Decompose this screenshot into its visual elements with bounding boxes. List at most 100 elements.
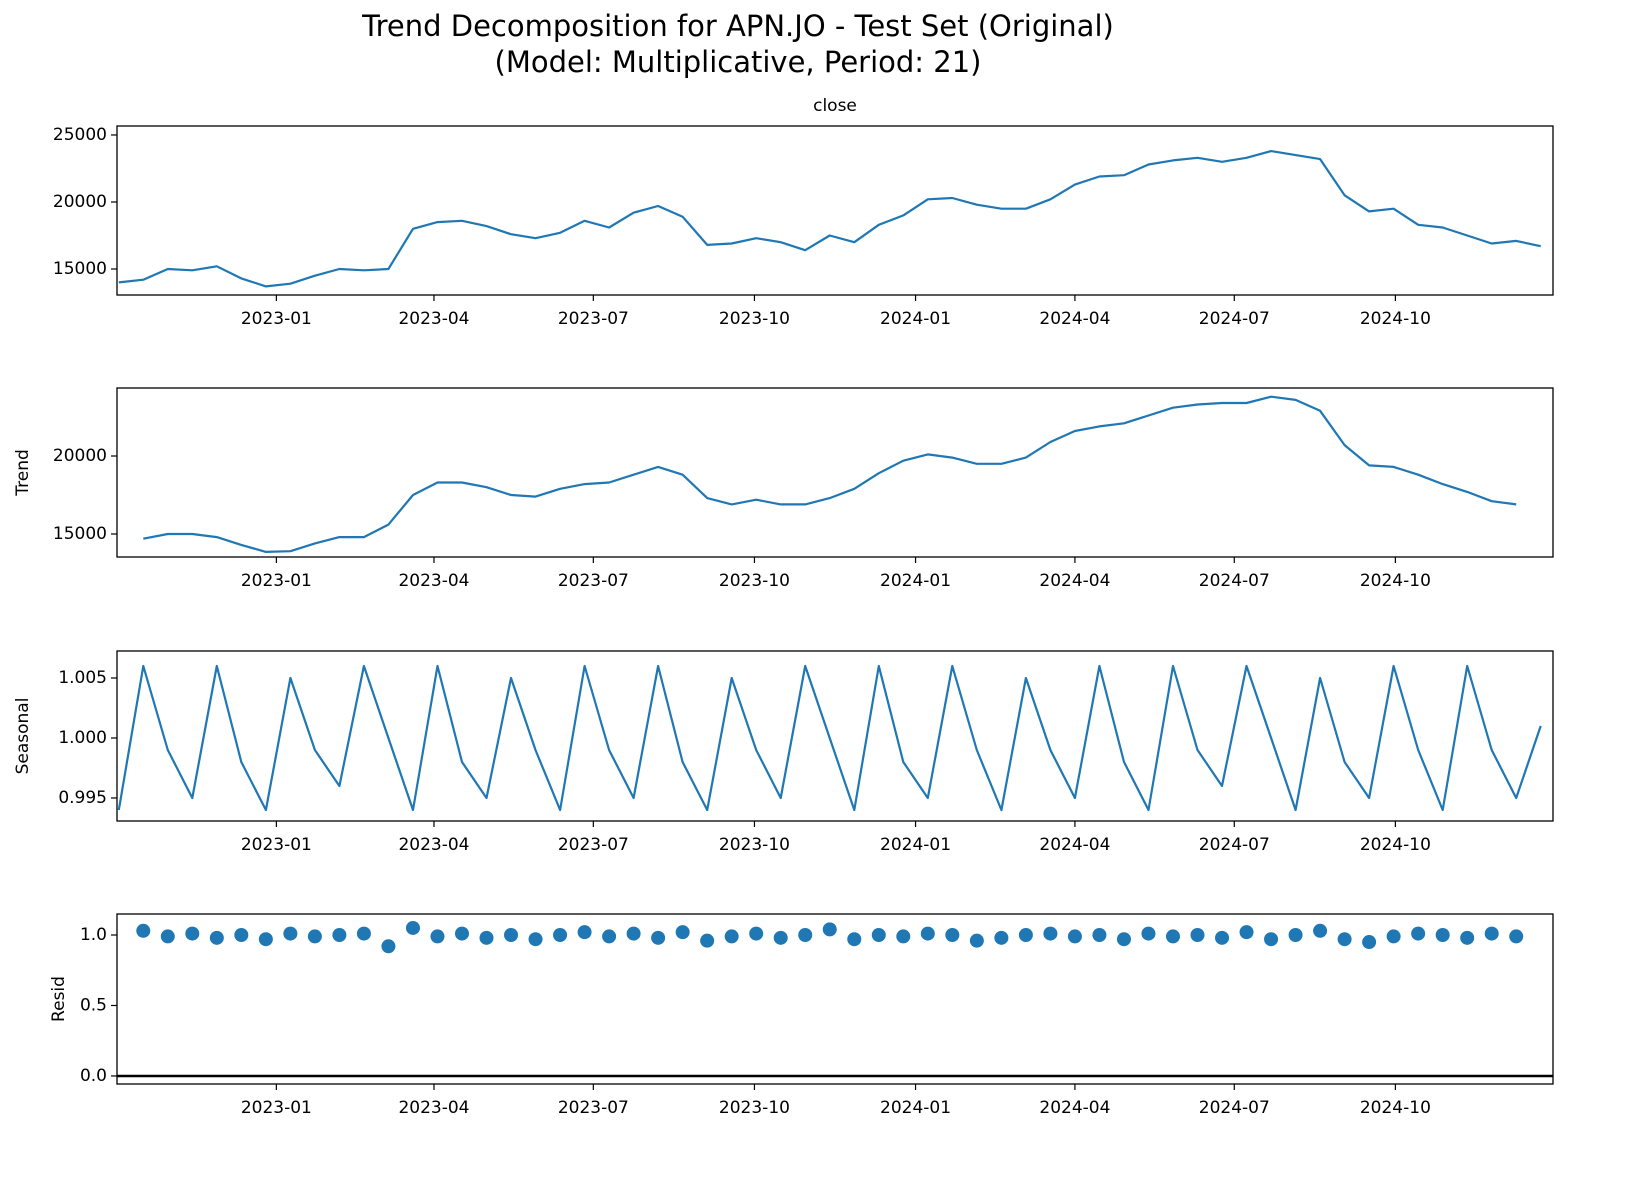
series-line <box>118 150 1541 288</box>
x-tick-label: 2024-01 <box>880 571 951 591</box>
resid-point <box>1018 928 1033 943</box>
resid-point <box>528 932 543 947</box>
y-tick-label: 0.995 <box>58 788 107 808</box>
x-tick-label: 2024-07 <box>1199 309 1270 329</box>
resid-point <box>1362 935 1377 950</box>
y-tick-label: 20000 <box>53 446 107 466</box>
resid-point <box>1239 925 1254 940</box>
x-tick-label: 2024-04 <box>1039 835 1110 855</box>
x-tick-label: 2023-10 <box>719 309 790 329</box>
resid-point <box>1288 928 1303 943</box>
x-tick-label: 2024-07 <box>1199 835 1270 855</box>
resid-point <box>1313 923 1328 938</box>
resid-point <box>504 928 519 943</box>
resid-point <box>1435 928 1450 943</box>
resid-point <box>258 932 273 947</box>
resid-point <box>454 926 469 941</box>
resid-point <box>283 926 298 941</box>
resid-point <box>969 933 984 948</box>
x-tick-label: 2023-07 <box>558 571 629 591</box>
series-line <box>143 395 1517 553</box>
resid-point <box>1460 930 1475 945</box>
x-tick-label: 2023-01 <box>241 1098 312 1118</box>
resid-point <box>675 925 690 940</box>
x-tick-label: 2024-07 <box>1199 1098 1270 1118</box>
x-tick-label: 2023-04 <box>398 835 469 855</box>
resid-point <box>945 928 960 943</box>
resid-point <box>1215 930 1230 945</box>
x-tick-label: 2023-07 <box>558 1098 629 1118</box>
x-tick-label: 2024-04 <box>1039 1098 1110 1118</box>
resid-point <box>307 929 322 944</box>
y-tick-label: 1.0 <box>80 925 107 945</box>
y-tick-label: 20000 <box>53 192 107 212</box>
resid-point <box>136 923 151 938</box>
resid-point <box>209 930 224 945</box>
resid-point <box>479 930 494 945</box>
resid-point <box>1484 926 1499 941</box>
x-tick-label: 2023-04 <box>398 1098 469 1118</box>
resid-point <box>332 928 347 943</box>
resid-point <box>1043 926 1058 941</box>
y-tick-label: 15000 <box>53 259 107 279</box>
x-tick-label: 2024-07 <box>1199 571 1270 591</box>
resid-point <box>1509 929 1524 944</box>
resid-point <box>430 929 445 944</box>
x-tick-label: 2023-01 <box>241 571 312 591</box>
axes-frame <box>116 650 1554 822</box>
x-tick-label: 2024-04 <box>1039 309 1110 329</box>
axes-frame <box>116 913 1554 1085</box>
y-tick-label: 0.5 <box>80 995 107 1015</box>
resid-point <box>871 928 886 943</box>
resid-point <box>994 930 1009 945</box>
x-tick-label: 2024-01 <box>880 1098 951 1118</box>
resid-point <box>724 929 739 944</box>
x-tick-label: 2024-10 <box>1360 309 1431 329</box>
figure-subtitle: (Model: Multiplicative, Period: 21) <box>495 45 982 79</box>
resid-point <box>160 929 175 944</box>
resid-point <box>1067 929 1082 944</box>
resid-point <box>847 932 862 947</box>
axes-title: close <box>813 96 857 116</box>
resid-point <box>577 925 592 940</box>
resid-point <box>234 928 249 943</box>
x-tick-label: 2024-10 <box>1360 835 1431 855</box>
resid-point <box>356 926 371 941</box>
resid-point <box>749 926 764 941</box>
figure-title: Trend Decomposition for APN.JO - Test Se… <box>361 9 1114 43</box>
axes-frame <box>116 387 1554 558</box>
x-tick-label: 2024-04 <box>1039 571 1110 591</box>
x-tick-label: 2023-04 <box>398 309 469 329</box>
resid-point <box>798 928 813 943</box>
resid-point <box>651 930 666 945</box>
resid-point <box>381 939 396 954</box>
x-tick-label: 2023-01 <box>241 309 312 329</box>
x-tick-label: 2023-07 <box>558 835 629 855</box>
x-tick-label: 2023-04 <box>398 571 469 591</box>
x-tick-label: 2023-10 <box>719 1098 790 1118</box>
resid-point <box>920 926 935 941</box>
x-tick-label: 2024-10 <box>1360 1098 1431 1118</box>
resid-point <box>1264 932 1279 947</box>
resid-point <box>700 933 715 948</box>
resid-point <box>822 922 837 937</box>
resid-point <box>602 929 617 944</box>
resid-point <box>896 929 911 944</box>
y-axis-label: Resid <box>49 976 69 1022</box>
resid-point <box>1116 932 1131 947</box>
resid-point <box>1386 929 1401 944</box>
series-line <box>117 664 1542 812</box>
x-tick-label: 2024-10 <box>1360 571 1431 591</box>
x-tick-label: 2024-01 <box>880 309 951 329</box>
x-tick-label: 2023-10 <box>719 835 790 855</box>
y-tick-label: 1.000 <box>58 728 107 748</box>
x-tick-label: 2023-01 <box>241 835 312 855</box>
y-tick-label: 0.0 <box>80 1066 107 1086</box>
axes-frame <box>116 125 1554 296</box>
resid-point <box>1165 929 1180 944</box>
resid-point <box>626 926 641 941</box>
x-tick-label: 2024-01 <box>880 835 951 855</box>
y-tick-label: 15000 <box>53 524 107 544</box>
resid-point <box>1092 928 1107 943</box>
